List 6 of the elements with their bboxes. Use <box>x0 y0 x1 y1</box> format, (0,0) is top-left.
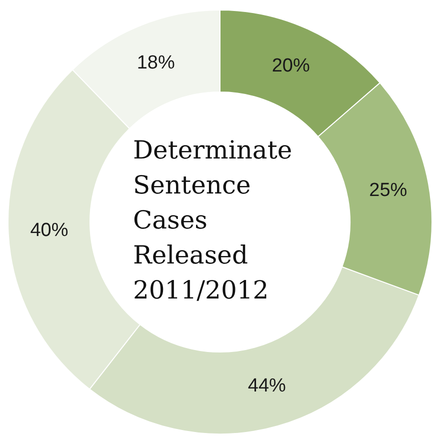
data-label: 44% <box>248 375 286 396</box>
text: Determinate Sentence Cases Released 2011/2012 <box>133 135 292 304</box>
data-label: 18% <box>136 52 175 74</box>
data-label: 25% <box>369 180 408 202</box>
data-label: 20% <box>272 55 310 76</box>
data-label: 40% <box>30 220 68 242</box>
